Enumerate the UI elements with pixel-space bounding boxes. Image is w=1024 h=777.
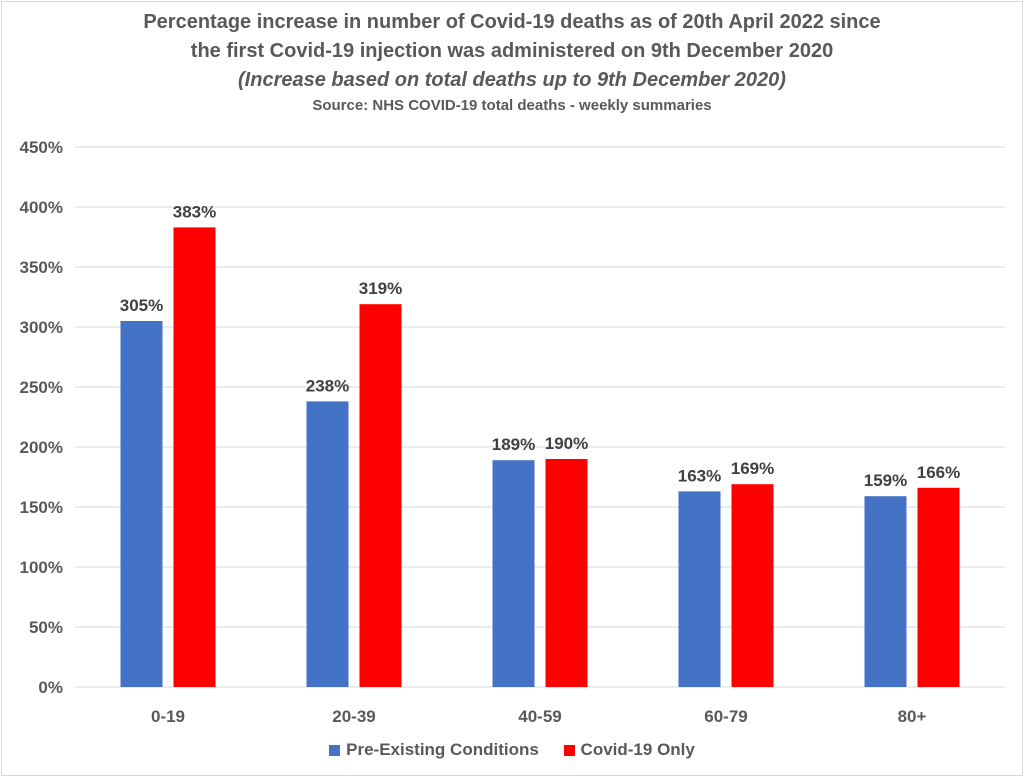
data-label: 169%	[731, 459, 774, 478]
x-tick-label: 60-79	[704, 707, 747, 726]
data-label: 383%	[173, 202, 216, 221]
y-tick-label: 150%	[20, 498, 63, 517]
x-tick-label: 40-59	[518, 707, 561, 726]
data-label: 190%	[545, 434, 588, 453]
legend-swatch-red	[563, 744, 575, 756]
y-tick-label: 100%	[20, 558, 63, 577]
legend-swatch-blue	[329, 744, 341, 756]
chart-subtitle: (Increase based on total deaths up to 9t…	[238, 69, 786, 91]
chart-title-line-1: Percentage increase in number of Covid-1…	[143, 11, 881, 33]
chart-title-line-2: the first Covid-19 injection was adminis…	[190, 40, 834, 62]
legend-label-pre-existing: Pre-Existing Conditions	[346, 740, 539, 759]
data-label: 166%	[917, 463, 960, 482]
bar-pre-existing	[864, 496, 907, 687]
y-tick-label: 450%	[20, 138, 63, 157]
bar-covid-only	[545, 459, 588, 687]
chart-source: Source: NHS COVID-19 total deaths - week…	[312, 97, 712, 114]
chart-legend: Pre-Existing Conditions Covid-19 Only	[0, 740, 1024, 761]
x-tick-label: 0-19	[151, 707, 185, 726]
x-tick-label: 20-39	[332, 707, 375, 726]
bar-covid-only	[731, 484, 774, 687]
bar-pre-existing	[492, 460, 535, 687]
bar-pre-existing	[306, 401, 349, 687]
y-tick-label: 300%	[20, 318, 63, 337]
y-tick-label: 0%	[38, 678, 63, 697]
y-tick-label: 50%	[29, 618, 63, 637]
y-tick-label: 200%	[20, 438, 63, 457]
x-tick-label: 80+	[898, 707, 927, 726]
data-label: 159%	[864, 471, 907, 490]
data-label: 189%	[492, 435, 535, 454]
y-tick-label: 250%	[20, 378, 63, 397]
legend-item-pre-existing: Pre-Existing Conditions	[329, 740, 539, 760]
chart-titles: Percentage increase in number of Covid-1…	[0, 8, 1024, 117]
bar-pre-existing	[678, 491, 721, 687]
bar-covid-only	[359, 304, 402, 687]
data-label: 305%	[120, 296, 163, 315]
data-label: 319%	[359, 279, 402, 298]
bar-covid-only	[173, 227, 216, 687]
data-label: 163%	[678, 466, 721, 485]
bar-pre-existing	[120, 321, 163, 687]
data-label: 238%	[306, 376, 349, 395]
legend-label-covid-only: Covid-19 Only	[580, 740, 695, 759]
bar-covid-only	[917, 487, 960, 687]
legend-item-covid-only: Covid-19 Only	[563, 740, 695, 760]
y-tick-label: 400%	[20, 198, 63, 217]
y-tick-label: 350%	[20, 258, 63, 277]
